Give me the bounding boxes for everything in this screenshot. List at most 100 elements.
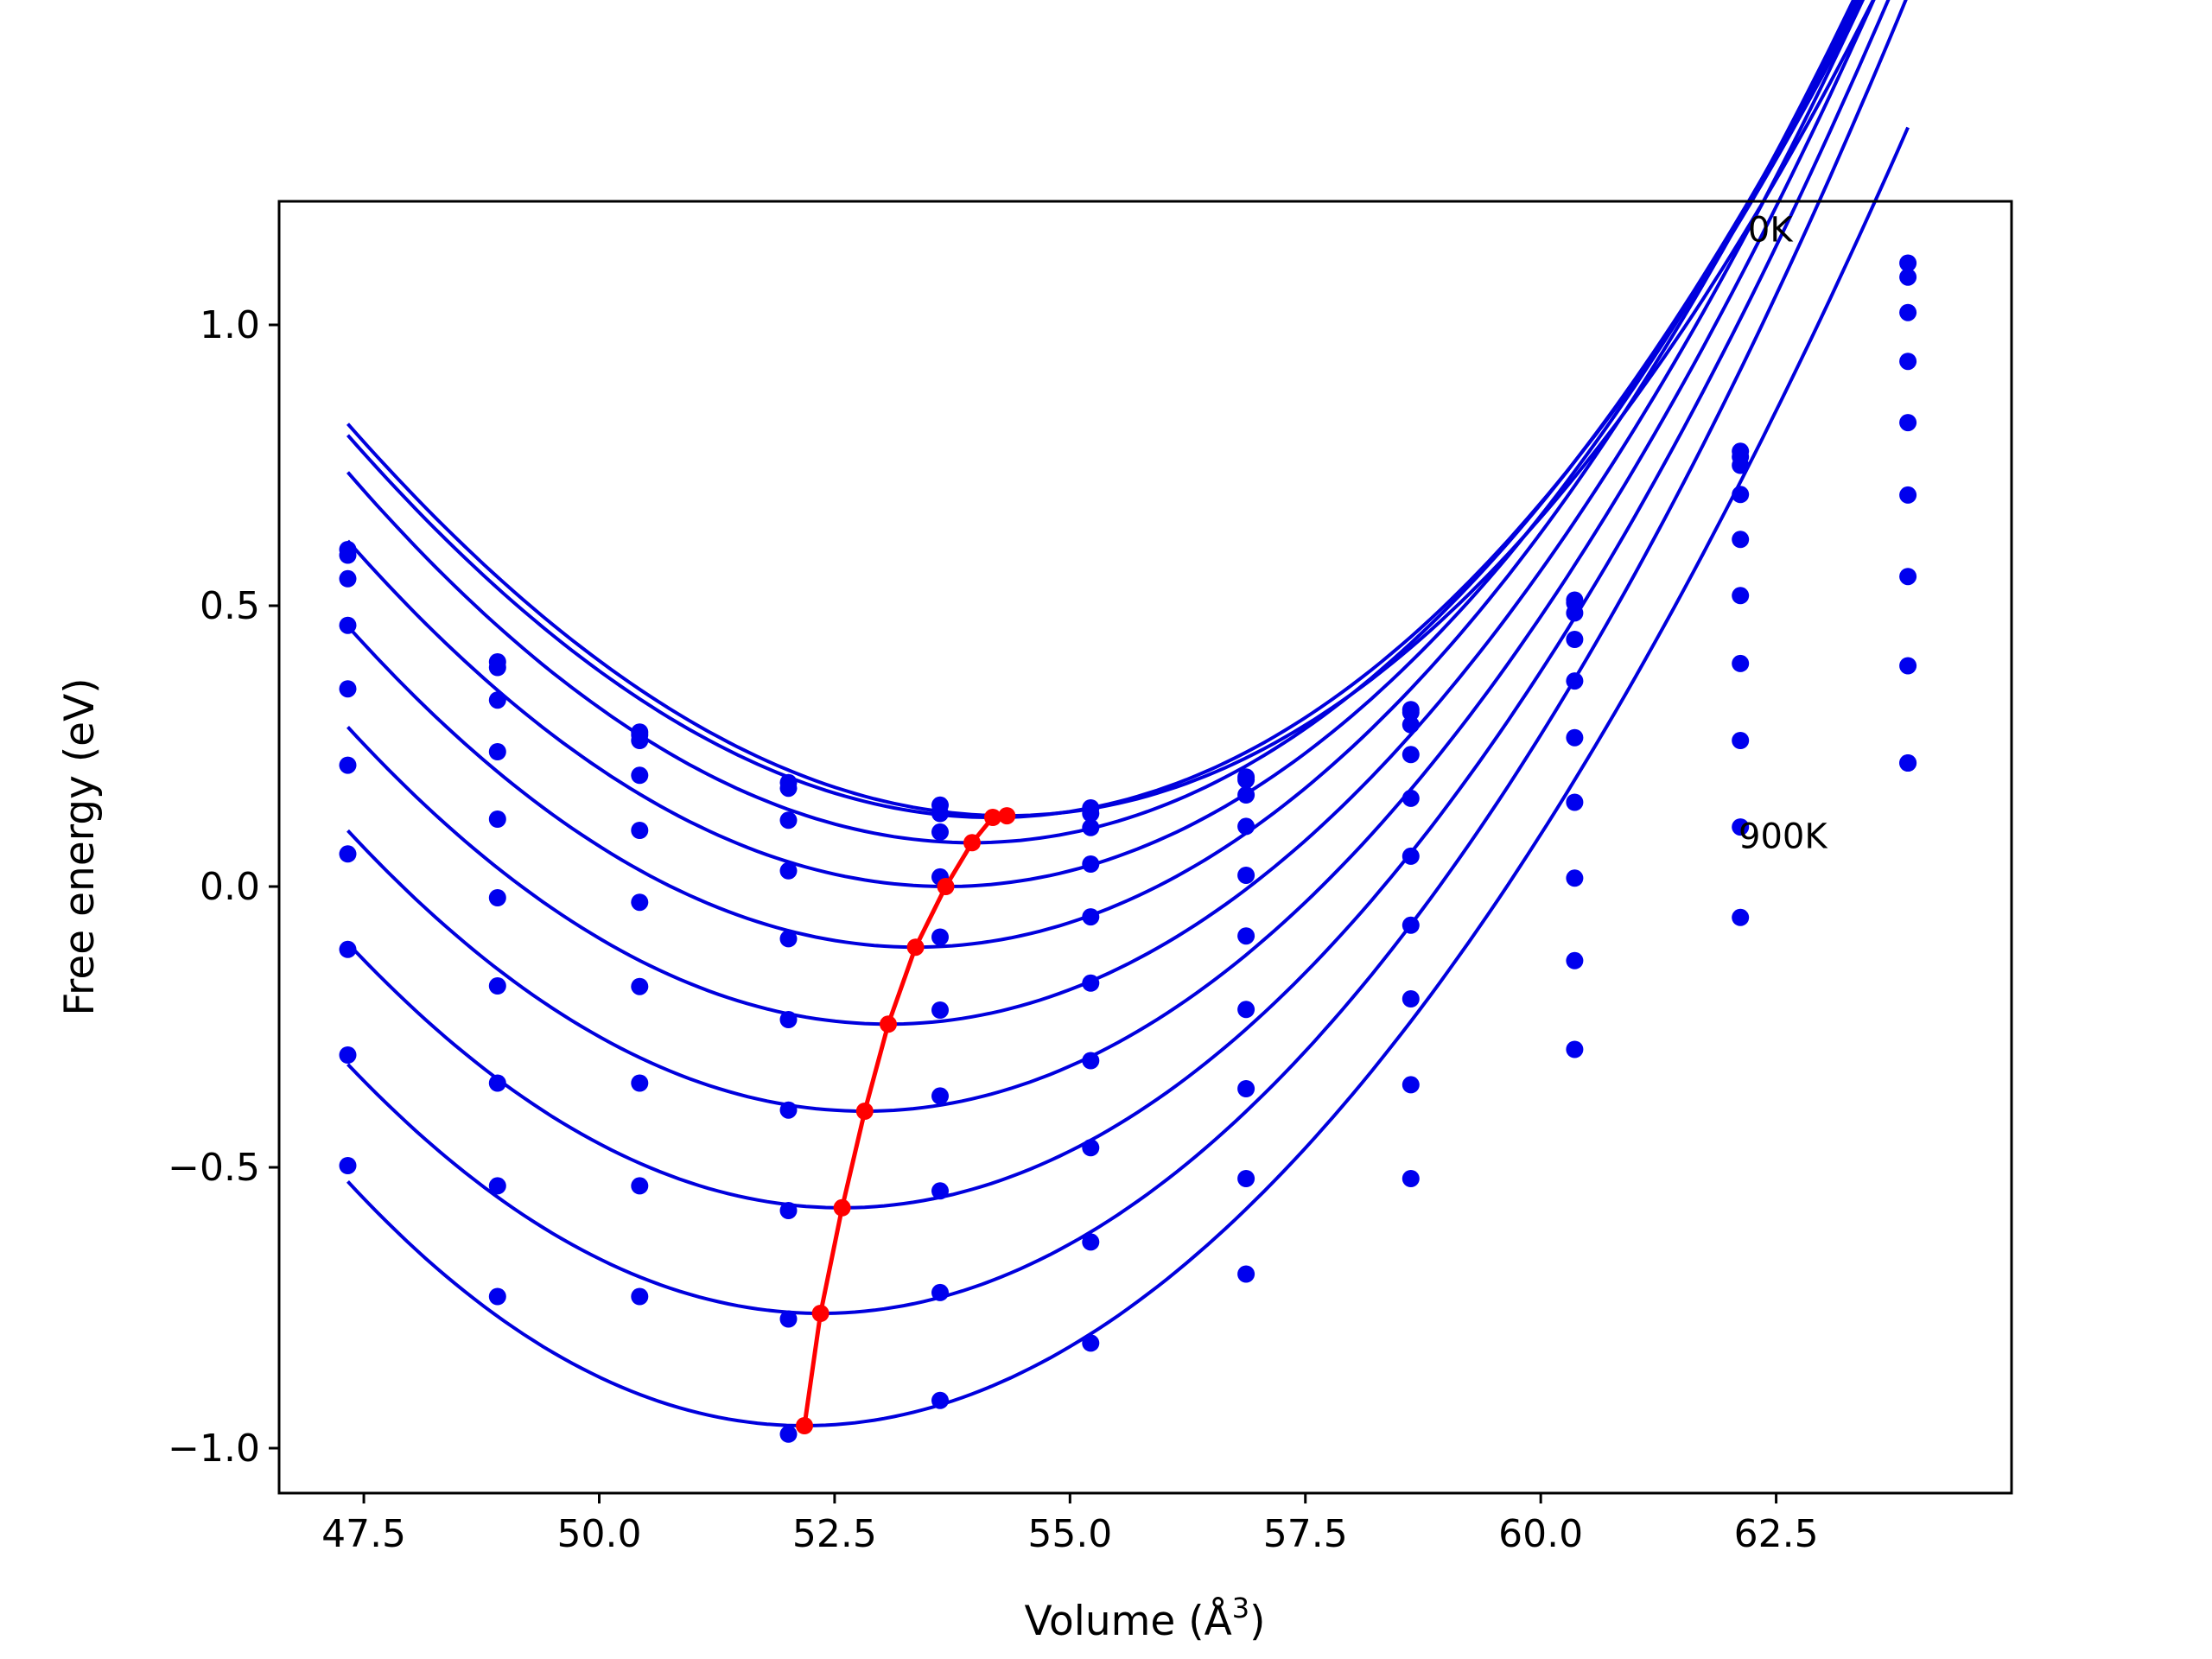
fit-curve-9: [346, 126, 1910, 1428]
annotation-0k: 0K: [1748, 211, 1794, 251]
data-point-9-3: [779, 1425, 798, 1443]
data-point-2-9: [1732, 456, 1750, 474]
data-point-9-0: [339, 1157, 357, 1174]
minimum-point-2: [963, 834, 981, 852]
x-axis-label: Volume (Å3): [1025, 1592, 1266, 1645]
data-point-3-10: [1899, 353, 1917, 371]
x-tick-label-1: 50.0: [557, 1512, 642, 1556]
plot-frame: [277, 200, 2013, 1495]
data-point-7-7: [1402, 990, 1420, 1007]
data-point-9-2: [631, 1287, 649, 1306]
data-point-5-10: [1899, 486, 1917, 504]
x-tick-label-4: 57.5: [1263, 1512, 1348, 1556]
data-point-3-5: [1082, 855, 1100, 873]
data-point-3-6: [1237, 817, 1255, 836]
minimum-point-3: [937, 878, 955, 895]
minimum-point-7: [833, 1198, 851, 1217]
data-point-4-2: [631, 822, 649, 839]
data-point-5-5: [1082, 974, 1100, 992]
data-point-4-5: [1082, 908, 1100, 926]
data-point-3-9: [1732, 486, 1750, 504]
data-point-7-9: [1732, 732, 1750, 749]
minimum-point-9: [796, 1417, 813, 1434]
data-point-2-8: [1566, 604, 1584, 622]
fit-curve-6: [346, 0, 1876, 1114]
data-point-7-3: [779, 1202, 798, 1219]
data-point-7-6: [1237, 1080, 1255, 1097]
minimum-point-0: [998, 807, 1016, 825]
data-point-1-4: [931, 804, 949, 823]
data-point-5-1: [488, 889, 506, 906]
data-point-9-4: [931, 1391, 949, 1409]
data-point-8-5: [1082, 1233, 1100, 1251]
data-point-8-4: [931, 1283, 949, 1301]
data-point-2-2: [631, 732, 649, 749]
plot-area: [339, 0, 1917, 1443]
data-point-7-10: [1899, 657, 1917, 675]
data-point-8-6: [1237, 1170, 1255, 1187]
data-point-7-1: [488, 1074, 506, 1092]
data-point-7-5: [1082, 1139, 1100, 1157]
data-point-4-1: [488, 810, 506, 828]
data-point-6-5: [1082, 1052, 1100, 1070]
data-point-5-3: [779, 1011, 798, 1028]
y-axis-label: Free energy (eV): [56, 677, 104, 1015]
data-point-7-0: [339, 940, 357, 958]
data-point-9-6: [1237, 1265, 1255, 1283]
data-point-8-0: [339, 1046, 357, 1064]
data-point-6-4: [931, 1087, 949, 1105]
data-point-9-1: [488, 1287, 506, 1306]
data-point-3-2: [631, 766, 649, 785]
data-point-5-8: [1566, 728, 1584, 747]
fit-curve-7: [346, 0, 1891, 1210]
data-point-4-3: [779, 930, 798, 948]
data-point-7-2: [631, 1074, 649, 1092]
data-point-3-7: [1402, 746, 1420, 764]
data-point-7-8: [1566, 869, 1584, 887]
data-point-8-2: [631, 1177, 649, 1195]
data-point-1-3: [779, 779, 798, 798]
fit-curve-2: [346, 0, 1861, 845]
x-tick-label-5: 60.0: [1498, 1512, 1583, 1556]
minimum-point-4: [906, 938, 925, 957]
data-point-2-5: [1082, 818, 1100, 836]
y-tick-label-2: 0.0: [200, 865, 260, 909]
data-point-4-0: [339, 680, 357, 698]
data-point-4-10: [1899, 414, 1917, 432]
data-point-3-1: [488, 743, 506, 760]
data-point-8-1: [488, 1177, 506, 1195]
data-point-3-0: [339, 616, 357, 634]
data-point-8-9: [1732, 818, 1750, 836]
data-point-5-4: [931, 1001, 949, 1019]
data-point-8-7: [1402, 1076, 1420, 1094]
minimum-point-6: [855, 1103, 874, 1120]
fit-curve-4: [346, 0, 1856, 950]
data-point-6-3: [779, 1101, 798, 1119]
data-point-6-6: [1237, 1001, 1255, 1019]
axes: 47.5 50.0 52.5 55.0 57.5 60.0 62.5 −1.0 −0.5 0.0 0…: [168, 303, 1818, 1556]
data-point-9-10: [1899, 754, 1917, 772]
x-tick-label-6: 62.5: [1734, 1512, 1819, 1556]
minimum-point-1: [984, 809, 1001, 826]
y-tick-label-3: 0.5: [200, 584, 260, 628]
data-point-4-9: [1732, 531, 1750, 549]
data-point-8-3: [779, 1310, 798, 1328]
data-point-3-8: [1566, 631, 1584, 648]
data-point-2-10: [1899, 303, 1917, 321]
data-point-9-5: [1082, 1334, 1100, 1352]
minimum-point-8: [811, 1305, 830, 1322]
data-point-2-6: [1237, 786, 1255, 804]
data-point-4-6: [1237, 867, 1255, 884]
data-point-1-0: [339, 546, 357, 564]
data-point-0-10: [1899, 254, 1917, 272]
data-point-5-0: [339, 756, 357, 774]
data-point-8-8: [1566, 951, 1584, 969]
data-point-2-4: [931, 823, 949, 841]
data-point-2-7: [1402, 715, 1420, 734]
fit-curve-0: [346, 0, 1876, 818]
fit-curve-8: [346, 0, 1908, 1315]
data-point-1-6: [1237, 771, 1255, 789]
data-point-5-2: [631, 893, 649, 912]
